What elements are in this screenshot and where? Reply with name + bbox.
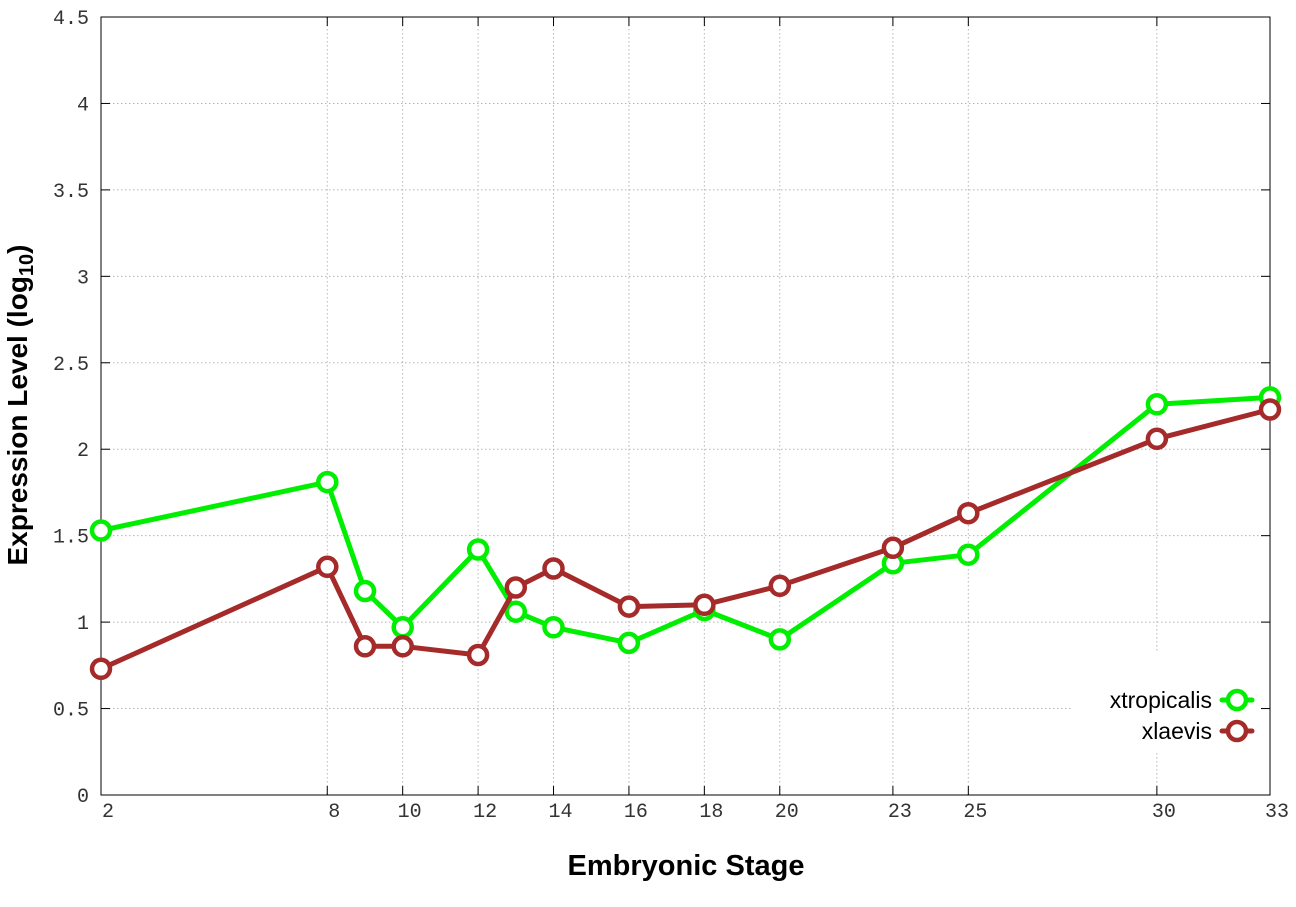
data-point-xtropicalis [504,600,528,623]
data-point-xlaevis [353,635,377,658]
y-tick-label: 1.5 [53,527,89,550]
x-tick-label: 8 [328,801,340,824]
legend-swatch-marker-xtropicalis [1225,688,1249,712]
data-point-xlaevis [957,501,980,525]
x-tick-label: 14 [549,801,573,824]
y-tick-label: 4 [77,94,89,117]
data-point-xtropicalis [466,538,490,561]
data-point-xlaevis [1145,427,1169,451]
y-tick-label: 0.5 [53,700,89,723]
y-axis-label: Expression Level (log10) [2,245,38,566]
x-tick-label: 25 [963,801,987,824]
x-tick-label: 33 [1265,801,1289,824]
y-tick-label: 1 [77,613,89,636]
data-point-xlaevis [617,595,641,618]
y-tick-label: 2.5 [53,354,89,377]
x-tick-label: 18 [699,801,723,824]
y-tick-label: 2 [77,440,89,463]
x-tick-label: 12 [473,801,497,824]
x-tick-label: 16 [624,801,648,824]
legend-label-xlaevis: xlaevis [1142,718,1212,744]
data-point-xlaevis [693,593,716,617]
x-tick-label: 10 [398,801,422,824]
legend: xtropicalis xlaevis [1072,652,1260,752]
data-point-xtropicalis [957,543,980,566]
data-point-xlaevis [89,657,113,681]
data-point-xtropicalis [1145,393,1169,416]
data-point-xlaevis [466,643,490,667]
data-point-xtropicalis [617,631,641,655]
x-axis-label: Embryonic Stage [568,850,805,882]
data-point-xtropicalis [89,519,113,542]
data-point-xtropicalis [542,616,565,639]
series-xlaevis [89,398,1282,681]
data-point-xlaevis [504,576,528,599]
data-point-xlaevis [316,555,339,579]
y-tick-label: 0 [77,786,89,809]
legend-label-xtropicalis: xtropicalis [1110,687,1212,713]
data-point-xtropicalis [316,470,339,494]
y-axis-label-close: ) [2,245,33,254]
x-tick-labels: 2 8 10 12 14 16 18 20 23 25 30 33 [102,801,1289,824]
data-point-xtropicalis [391,616,414,639]
y-axis-label-subscript: 10 [16,254,38,276]
y-tick-label: 3 [77,267,89,290]
data-point-xlaevis [391,635,414,658]
y-tick-label: 3.5 [53,181,89,204]
data-point-xlaevis [768,574,792,598]
legend-swatch-marker-xlaevis [1225,719,1249,743]
x-tick-label: 20 [775,801,799,824]
data-point-xlaevis [542,557,565,580]
grid-lines [101,17,1270,795]
x-tick-label: 30 [1152,801,1176,824]
data-point-xtropicalis [353,579,377,603]
plot-series [89,386,1282,681]
y-tick-labels: 0 0.5 1 1.5 2 2.5 3 3.5 4 4.5 [53,8,89,809]
x-tick-label: 23 [888,801,912,824]
y-axis-label-main: Expression Level (log [2,276,33,565]
x-tick-label: 2 [102,801,114,824]
data-point-xlaevis [881,536,905,560]
data-point-xlaevis [1258,398,1282,421]
data-point-xtropicalis [768,628,792,651]
y-tick-label: 4.5 [53,8,89,31]
